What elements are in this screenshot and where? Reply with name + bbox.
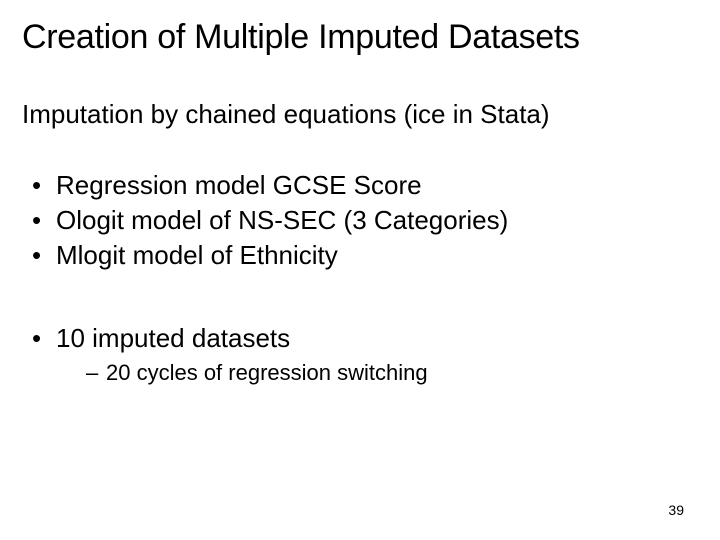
sub-bullet-list: 20 cycles of regression switching bbox=[56, 358, 698, 388]
bullet-group-1: Regression model GCSE Score Ologit model… bbox=[22, 168, 698, 273]
list-item: Mlogit model of Ethnicity bbox=[28, 238, 698, 273]
list-item: 10 imputed datasets 20 cycles of regress… bbox=[28, 321, 698, 388]
bullet-text: 10 imputed datasets bbox=[56, 323, 290, 353]
sub-list-item: 20 cycles of regression switching bbox=[86, 358, 698, 388]
slide-container: Creation of Multiple Imputed Datasets Im… bbox=[0, 0, 720, 540]
slide-subtitle: Imputation by chained equations (ice in … bbox=[22, 99, 698, 130]
bullet-group-2: 10 imputed datasets 20 cycles of regress… bbox=[22, 321, 698, 388]
list-item: Ologit model of NS-SEC (3 Categories) bbox=[28, 203, 698, 238]
list-item: Regression model GCSE Score bbox=[28, 168, 698, 203]
page-number: 39 bbox=[668, 502, 684, 518]
slide-title: Creation of Multiple Imputed Datasets bbox=[22, 18, 698, 57]
